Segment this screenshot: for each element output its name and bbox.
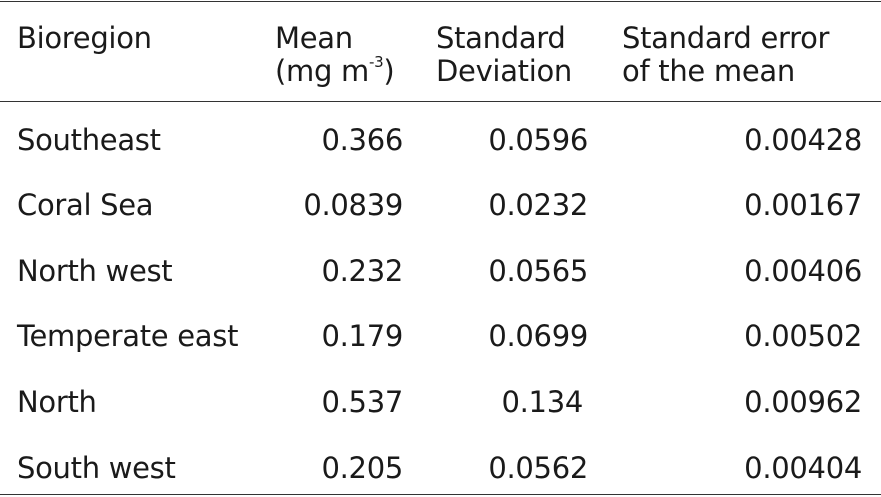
cell-mean: 0.232 [321,254,403,288]
cell-mean: 0.205 [321,451,403,485]
cell-bioregion: Temperate east [17,319,239,353]
cell-sd: 0.134 [501,385,583,419]
table-top-rule [0,1,881,2]
header-sem-line1: Standard error [622,21,830,55]
cell-sem: 0.00962 [744,385,862,419]
header-standard-error: Standard error of the mean [622,22,829,88]
header-bioregion: Bioregion [17,21,152,55]
cell-mean: 0.537 [321,385,403,419]
header-mean-units: (mg m-3) [275,53,395,88]
header-mean-units-exponent: -3 [368,53,384,72]
table-bottom-rule [0,494,881,495]
cell-sd: 0.0699 [488,319,588,353]
cell-bioregion: South west [17,451,176,485]
cell-bioregion: North [17,385,97,419]
cell-sd: 0.0562 [488,451,588,485]
header-mean-units-suffix: ) [383,54,395,88]
cell-bioregion: Southeast [17,123,161,157]
header-sd-line2: Deviation [436,54,573,88]
header-sem-line2: of the mean [622,54,795,88]
cell-sem: 0.00167 [744,188,862,222]
cell-sd: 0.0596 [488,123,588,157]
cell-mean: 0.179 [321,319,403,353]
header-mean-line1: Mean [275,21,353,55]
cell-sem: 0.00428 [744,123,862,157]
cell-sem: 0.00404 [744,451,862,485]
cell-sem: 0.00406 [744,254,862,288]
cell-sd: 0.0232 [488,188,588,222]
header-mean-units-prefix: (mg m [275,54,369,88]
header-mean: Mean (mg m-3) [275,21,395,88]
cell-mean: 0.0839 [303,188,403,222]
table-header-rule [0,101,881,102]
cell-bioregion: North west [17,254,173,288]
cell-bioregion: Coral Sea [17,188,154,222]
cell-sem: 0.00502 [744,319,862,353]
cell-mean: 0.366 [321,123,403,157]
header-standard-deviation: Standard Deviation [436,22,572,88]
header-sd-line1: Standard [436,21,566,55]
cell-sd: 0.0565 [488,254,588,288]
